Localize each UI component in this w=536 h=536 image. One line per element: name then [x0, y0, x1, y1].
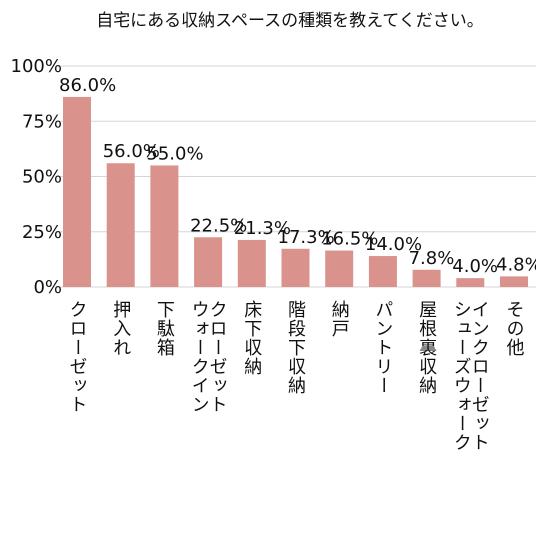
x-category-label: インクローゼット: [469, 300, 490, 452]
bar: [368, 256, 397, 287]
data-label: 4.0%: [452, 256, 498, 277]
bar: [237, 239, 266, 287]
data-label: 21.3%: [234, 218, 291, 239]
bar: [150, 165, 179, 287]
x-category-label: 屋根裏収納: [416, 300, 437, 395]
bar: [281, 248, 310, 287]
x-category-label: パントリー: [372, 300, 393, 395]
data-label: 4.8%: [496, 254, 536, 275]
x-category-label: 床下収納: [241, 300, 262, 376]
y-tick-label: 100%: [11, 56, 62, 77]
y-tick-label: 50%: [22, 167, 62, 188]
bar: [106, 163, 135, 287]
bar: [412, 269, 441, 287]
bar: [325, 250, 354, 287]
bar: [194, 237, 223, 287]
y-tick-label: 25%: [22, 222, 62, 243]
y-tick-label: 75%: [22, 111, 62, 132]
x-category-label: 納戸: [329, 300, 350, 338]
y-tick-label: 0%: [33, 277, 62, 298]
bar: [63, 96, 91, 287]
x-category-label: 下駄箱: [154, 300, 175, 357]
data-label: 22.5%: [190, 215, 247, 236]
x-category-label: 押入れ: [110, 300, 131, 357]
x-category-label: クローゼット: [67, 300, 88, 414]
data-label: 17.3%: [278, 227, 335, 248]
bar: [456, 278, 485, 287]
data-label: 16.5%: [321, 229, 378, 250]
data-label: 56.0%: [103, 141, 160, 162]
chart-title: 自宅にある収納スペースの種類を教えてください。: [96, 11, 484, 31]
data-label: 55.0%: [146, 143, 203, 164]
data-label: 7.8%: [409, 248, 455, 269]
data-label: 86.0%: [59, 75, 116, 96]
x-category-label: シューズウォーク: [451, 300, 472, 452]
x-category-label: クローゼット: [207, 300, 228, 414]
x-category-label: 階段下収納: [285, 300, 306, 395]
x-category-label: ウォークイン: [189, 300, 210, 414]
x-category-label: その他: [504, 300, 525, 357]
data-label: 14.0%: [365, 234, 422, 255]
bar: [500, 276, 528, 287]
